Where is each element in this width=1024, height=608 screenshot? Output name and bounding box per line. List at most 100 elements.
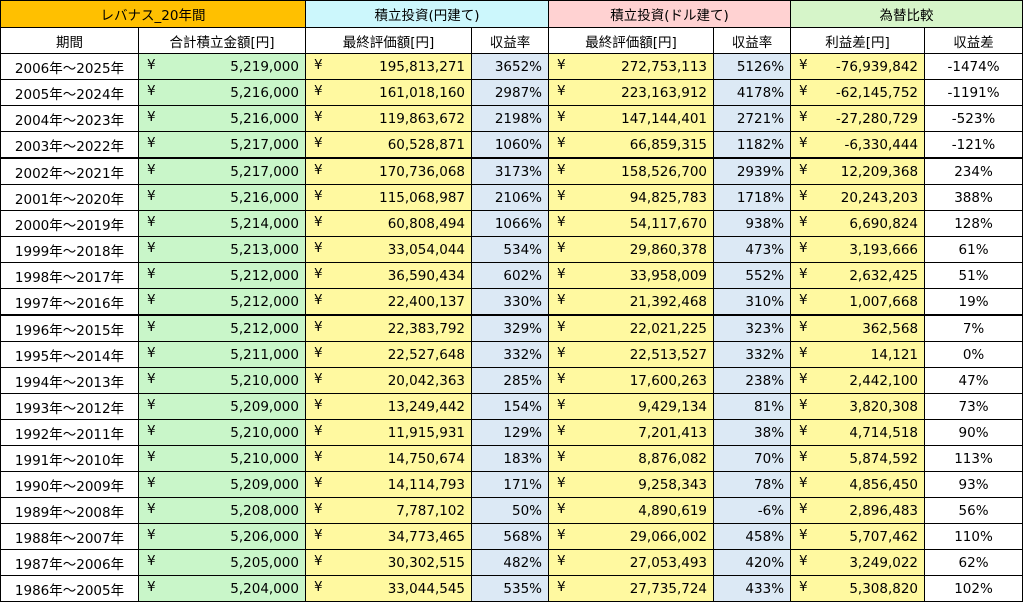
period-cell[interactable]: 1996年～2015年 <box>0 314 139 342</box>
profit-difference-cell[interactable]: ¥2,442,100 <box>790 367 926 394</box>
usd-final-value-cell[interactable]: ¥54,117,670 <box>548 210 715 237</box>
return-difference-cell[interactable]: 56% <box>924 497 1024 524</box>
jpy-final-value-cell[interactable]: ¥7,787,102 <box>305 497 472 524</box>
jpy-return-rate-cell[interactable]: 183% <box>470 445 550 472</box>
jpy-final-value-cell[interactable]: ¥161,018,160 <box>305 79 472 106</box>
total-contribution-cell[interactable]: ¥5,208,000 <box>138 497 306 524</box>
return-difference-cell[interactable]: -121% <box>924 131 1024 159</box>
return-difference-cell[interactable]: 19% <box>924 288 1024 316</box>
column-header-jpy-return-rate[interactable]: 収益率 <box>470 27 550 54</box>
return-difference-cell[interactable]: 128% <box>924 210 1024 237</box>
jpy-return-rate-cell[interactable]: 534% <box>470 236 550 263</box>
usd-return-rate-cell[interactable]: -6% <box>713 497 792 524</box>
profit-difference-cell[interactable]: ¥4,714,518 <box>790 419 926 446</box>
usd-final-value-cell[interactable]: ¥8,876,082 <box>548 445 715 472</box>
return-difference-cell[interactable]: 61% <box>924 236 1024 263</box>
usd-final-value-cell[interactable]: ¥17,600,263 <box>548 367 715 394</box>
jpy-final-value-cell[interactable]: ¥33,054,044 <box>305 236 472 263</box>
period-cell[interactable]: 1997年～2016年 <box>0 288 139 316</box>
usd-final-value-cell[interactable]: ¥21,392,468 <box>548 288 715 316</box>
usd-final-value-cell[interactable]: ¥94,825,783 <box>548 184 715 211</box>
group-header-fx-comparison[interactable]: 為替比較 <box>790 0 1024 28</box>
period-cell[interactable]: 2000年～2019年 <box>0 210 139 237</box>
profit-difference-cell[interactable]: ¥1,007,668 <box>790 288 926 316</box>
jpy-return-rate-cell[interactable]: 50% <box>470 497 550 524</box>
usd-return-rate-cell[interactable]: 81% <box>713 393 792 420</box>
usd-final-value-cell[interactable]: ¥33,958,009 <box>548 262 715 289</box>
jpy-final-value-cell[interactable]: ¥170,736,068 <box>305 157 472 185</box>
return-difference-cell[interactable]: -1191% <box>924 79 1024 106</box>
total-contribution-cell[interactable]: ¥5,209,000 <box>138 471 306 498</box>
usd-final-value-cell[interactable]: ¥66,859,315 <box>548 131 715 159</box>
usd-return-rate-cell[interactable]: 473% <box>713 236 792 263</box>
profit-difference-cell[interactable]: ¥3,820,308 <box>790 393 926 420</box>
total-contribution-cell[interactable]: ¥5,205,000 <box>138 549 306 576</box>
period-cell[interactable]: 1988年～2007年 <box>0 523 139 550</box>
usd-return-rate-cell[interactable]: 2939% <box>713 157 792 185</box>
profit-difference-cell[interactable]: ¥3,249,022 <box>790 549 926 576</box>
return-difference-cell[interactable]: 388% <box>924 184 1024 211</box>
usd-final-value-cell[interactable]: ¥29,860,378 <box>548 236 715 263</box>
jpy-final-value-cell[interactable]: ¥22,527,648 <box>305 341 472 368</box>
jpy-final-value-cell[interactable]: ¥30,302,515 <box>305 549 472 576</box>
jpy-return-rate-cell[interactable]: 2198% <box>470 105 550 132</box>
profit-difference-cell[interactable]: ¥362,568 <box>790 314 926 342</box>
jpy-return-rate-cell[interactable]: 482% <box>470 549 550 576</box>
jpy-return-rate-cell[interactable]: 330% <box>470 288 550 316</box>
total-contribution-cell[interactable]: ¥5,210,000 <box>138 419 306 446</box>
jpy-final-value-cell[interactable]: ¥60,528,871 <box>305 131 472 159</box>
jpy-return-rate-cell[interactable]: 568% <box>470 523 550 550</box>
total-contribution-cell[interactable]: ¥5,206,000 <box>138 523 306 550</box>
jpy-final-value-cell[interactable]: ¥11,915,931 <box>305 419 472 446</box>
jpy-return-rate-cell[interactable]: 129% <box>470 419 550 446</box>
usd-final-value-cell[interactable]: ¥223,163,912 <box>548 79 715 106</box>
column-header-total-contribution[interactable]: 合計積立金額[円] <box>138 27 306 54</box>
usd-return-rate-cell[interactable]: 433% <box>713 575 792 602</box>
usd-final-value-cell[interactable]: ¥27,735,724 <box>548 575 715 602</box>
profit-difference-cell[interactable]: ¥ -76,939,842 <box>790 53 926 80</box>
group-header-jpy-investment[interactable]: 積立投資(円建て) <box>304 0 550 28</box>
period-cell[interactable]: 1994年～2013年 <box>0 367 139 394</box>
total-contribution-cell[interactable]: ¥5,212,000 <box>138 262 306 289</box>
jpy-final-value-cell[interactable]: ¥119,863,672 <box>305 105 472 132</box>
return-difference-cell[interactable]: 93% <box>924 471 1024 498</box>
profit-difference-cell[interactable]: ¥4,856,450 <box>790 471 926 498</box>
total-contribution-cell[interactable]: ¥5,213,000 <box>138 236 306 263</box>
column-header-usd-final-value[interactable]: 最終評価額[円] <box>548 27 715 54</box>
period-cell[interactable]: 1991年～2010年 <box>0 445 139 472</box>
total-contribution-cell[interactable]: ¥5,216,000 <box>138 184 306 211</box>
jpy-final-value-cell[interactable]: ¥195,813,271 <box>305 53 472 80</box>
jpy-return-rate-cell[interactable]: 602% <box>470 262 550 289</box>
jpy-final-value-cell[interactable]: ¥22,400,137 <box>305 288 472 316</box>
jpy-final-value-cell[interactable]: ¥33,044,545 <box>305 575 472 602</box>
total-contribution-cell[interactable]: ¥5,204,000 <box>138 575 306 602</box>
total-contribution-cell[interactable]: ¥5,217,000 <box>138 157 306 185</box>
usd-final-value-cell[interactable]: ¥27,053,493 <box>548 549 715 576</box>
return-difference-cell[interactable]: -1474% <box>924 53 1024 80</box>
usd-return-rate-cell[interactable]: 552% <box>713 262 792 289</box>
usd-return-rate-cell[interactable]: 323% <box>713 314 792 342</box>
usd-return-rate-cell[interactable]: 1718% <box>713 184 792 211</box>
return-difference-cell[interactable]: 51% <box>924 262 1024 289</box>
jpy-final-value-cell[interactable]: ¥115,068,987 <box>305 184 472 211</box>
profit-difference-cell[interactable]: ¥2,896,483 <box>790 497 926 524</box>
period-cell[interactable]: 1993年～2012年 <box>0 393 139 420</box>
column-header-profit-difference[interactable]: 利益差[円] <box>790 27 926 54</box>
total-contribution-cell[interactable]: ¥5,210,000 <box>138 367 306 394</box>
profit-difference-cell[interactable]: ¥5,308,820 <box>790 575 926 602</box>
period-cell[interactable]: 1992年～2011年 <box>0 419 139 446</box>
period-cell[interactable]: 2002年～2021年 <box>0 157 139 185</box>
profit-difference-cell[interactable]: ¥ -6,330,444 <box>790 131 926 159</box>
profit-difference-cell[interactable]: ¥2,632,425 <box>790 262 926 289</box>
jpy-return-rate-cell[interactable]: 535% <box>470 575 550 602</box>
total-contribution-cell[interactable]: ¥5,214,000 <box>138 210 306 237</box>
profit-difference-cell[interactable]: ¥5,874,592 <box>790 445 926 472</box>
period-cell[interactable]: 1999年～2018年 <box>0 236 139 263</box>
usd-return-rate-cell[interactable]: 420% <box>713 549 792 576</box>
profit-difference-cell[interactable]: ¥6,690,824 <box>790 210 926 237</box>
total-contribution-cell[interactable]: ¥5,217,000 <box>138 131 306 159</box>
usd-return-rate-cell[interactable]: 332% <box>713 341 792 368</box>
total-contribution-cell[interactable]: ¥5,210,000 <box>138 445 306 472</box>
usd-final-value-cell[interactable]: ¥22,513,527 <box>548 341 715 368</box>
period-cell[interactable]: 2006年～2025年 <box>0 53 139 80</box>
